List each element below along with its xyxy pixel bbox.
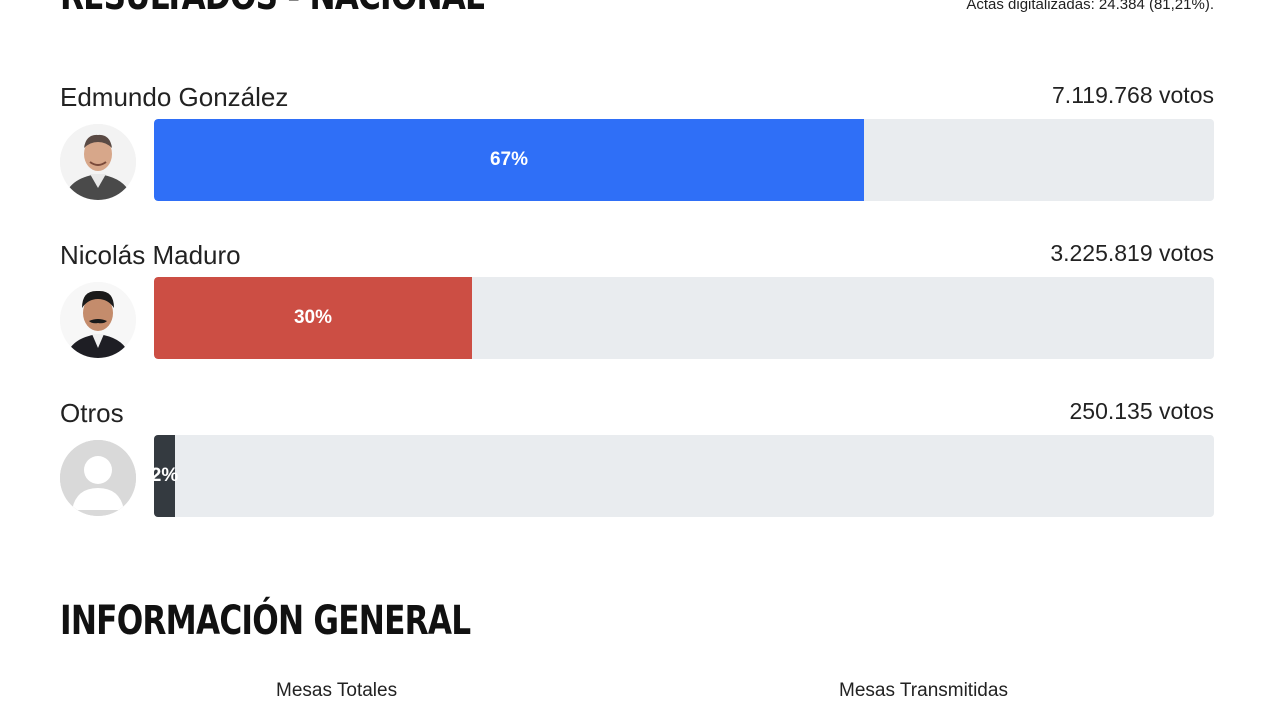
generic-user-icon (60, 440, 136, 516)
bar-track: 2% (150, 435, 1214, 517)
results-title: RESULTADOS - NACIONAL (60, 0, 485, 18)
bar-percent-label: 30% (293, 307, 333, 328)
bar-percent-label: 67% (489, 149, 529, 170)
bar-track: 30% (154, 277, 1214, 359)
candidate-row-maduro: Nicolás Maduro 3.225.819 votos 30% (60, 240, 1214, 390)
bar-percent-label: 2% (150, 465, 179, 486)
actas-digitalizadas: Actas digitalizadas: 24.384 (81,21%). (966, 0, 1214, 13)
candidate-votes: 7.119.768 votos (1052, 82, 1214, 108)
mesas-transmitidas-label: Mesas Transmitidas (839, 680, 1008, 701)
info-title: INFORMACIÓN GENERAL (60, 598, 471, 644)
candidate-votes: 3.225.819 votos (1050, 240, 1214, 266)
mesas-totales-label: Mesas Totales (276, 680, 398, 701)
candidate-row-otros: Otros 250.135 votos 2% (60, 398, 1214, 548)
candidate-votes: 250.135 votos (1069, 398, 1214, 424)
candidate-name: Edmundo González (60, 82, 289, 112)
candidate-photo-icon (60, 124, 136, 200)
candidate-photo-icon (60, 282, 136, 358)
bar-gonzalez: 67% (154, 119, 864, 201)
candidate-name: Otros (60, 398, 124, 428)
candidate-name: Nicolás Maduro (60, 240, 241, 270)
bar-maduro: 30% (154, 277, 472, 359)
candidate-row-gonzalez: Edmundo González 7.119.768 votos 67% (60, 82, 1214, 232)
bar-otros: 2% (150, 435, 179, 517)
bar-track: 67% (154, 119, 1214, 201)
